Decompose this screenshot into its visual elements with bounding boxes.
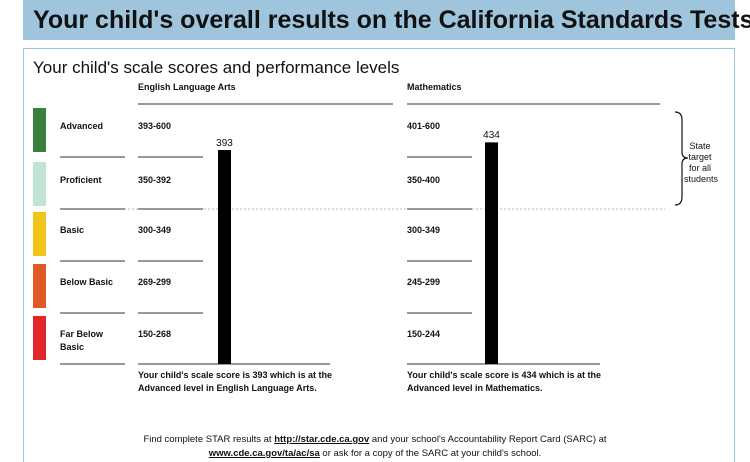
range-label: 350-400 [407,175,441,185]
range-label: 150-268 [138,329,172,339]
footer-text: and your school's Accountability Report … [369,434,607,445]
level-label: Below Basic [60,277,114,287]
footer: Find complete STAR results at http://sta… [0,433,750,461]
range-label: 401-600 [407,121,441,131]
level-color [33,212,46,256]
range-label: 300-349 [138,225,172,235]
range-label: 245-299 [407,277,441,287]
level-color [33,264,46,308]
range-label: 150-244 [407,329,441,339]
panel [23,48,735,462]
banner [23,0,735,40]
subtitle: Your child's scale scores and performanc… [33,58,400,77]
level-label: Far Below Basic [60,329,104,352]
subject-name: Mathematics [407,82,462,92]
level-label: Advanced [60,121,104,131]
score-bar [485,142,498,364]
score-label: 393 [216,138,233,149]
score-bar [218,150,231,364]
level-label: Proficient [60,175,102,185]
state-target: State target for all students [684,141,719,184]
footer-text: or ask for a copy of the SARC at your ch… [319,448,542,459]
level-color [33,316,46,360]
level-color [33,162,46,206]
subject-name: English Language Arts [138,82,236,92]
title: Your child's overall results on the Cali… [33,6,750,34]
link[interactable]: http://star.cde.ca.gov [274,434,370,445]
range-label: 269-299 [138,277,172,287]
level-label: Basic [60,225,85,235]
score-label: 434 [483,130,500,142]
range-label: 393-600 [138,121,172,131]
footer-text: Find complete STAR results at [143,434,275,445]
bracket [674,111,689,206]
summary: Your child's scale score is 393 which is… [138,370,333,393]
range-label: 300-349 [407,225,441,235]
summary: Your child's scale score is 434 which is… [407,370,602,393]
range-label: 350-392 [138,175,172,185]
link[interactable]: www.cde.ca.gov/ta/ac/sa [208,448,320,459]
level-color [33,108,46,152]
